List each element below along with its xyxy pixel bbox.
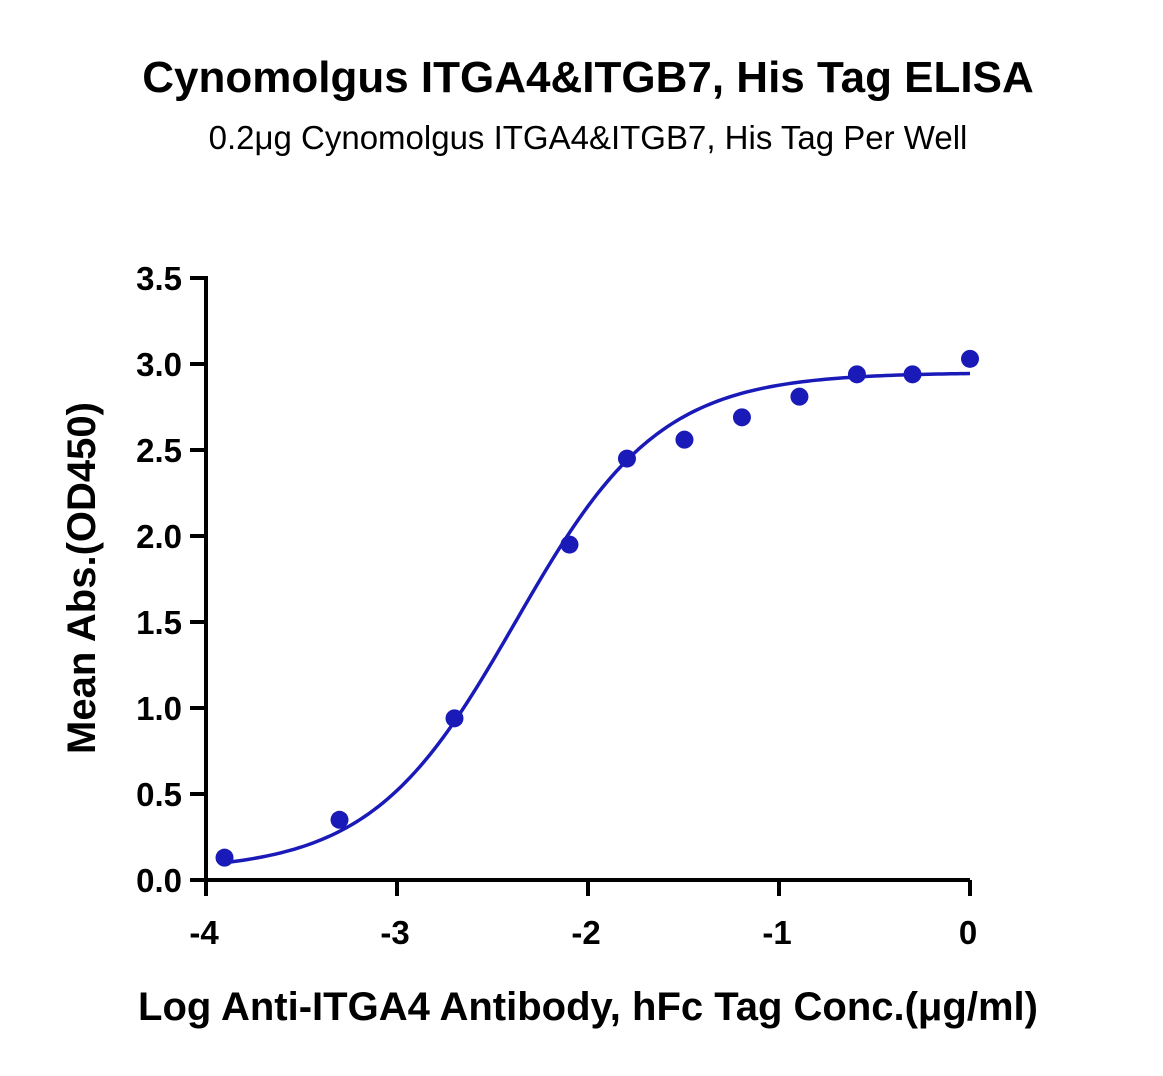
data-point: [790, 387, 809, 406]
fit-curve: [224, 371, 971, 865]
x-tick-label: -3: [380, 914, 409, 951]
data-point: [617, 449, 636, 468]
x-tick-label: 0: [959, 914, 977, 951]
x-axis-title: Log Anti-ITGA4 Antibody, hFc Tag Conc.(μ…: [138, 985, 1038, 1029]
y-tick-label: 1.0: [136, 690, 182, 727]
x-axis-ticks: -4 -3 -2 -1 0: [189, 880, 977, 951]
y-tick-label: 0.0: [136, 862, 182, 899]
y-tick-label: 0.5: [136, 776, 182, 813]
data-point: [215, 848, 234, 867]
chart-subtitle: 0.2μg Cynomolgus ITGA4&ITGB7, His Tag Pe…: [209, 119, 968, 156]
data-point: [445, 709, 464, 728]
data-point: [847, 365, 866, 384]
y-tick-label: 1.5: [136, 604, 182, 641]
y-axis-title: Mean Abs.(OD450): [60, 402, 104, 754]
data-point: [675, 430, 694, 449]
x-tick-label: -2: [571, 914, 600, 951]
data-point: [732, 408, 751, 427]
data-point: [560, 535, 579, 554]
y-tick-label: 3.0: [136, 346, 182, 383]
data-point: [961, 349, 979, 368]
data-point: [330, 810, 349, 829]
x-tick-label: -1: [762, 914, 791, 951]
y-tick-label: 3.5: [136, 260, 182, 297]
x-tick-label: -4: [189, 914, 219, 951]
y-tick-label: 2.5: [136, 432, 182, 469]
chart-title: Cynomolgus ITGA4&ITGB7, His Tag ELISA: [142, 53, 1034, 102]
y-tick-label: 2.0: [136, 518, 182, 555]
data-point: [903, 365, 922, 384]
data-points: [215, 349, 979, 867]
y-axis-ticks: 0.0 0.5 1.0 1.5 2.0 2.5 3.0 3.5: [136, 260, 206, 899]
